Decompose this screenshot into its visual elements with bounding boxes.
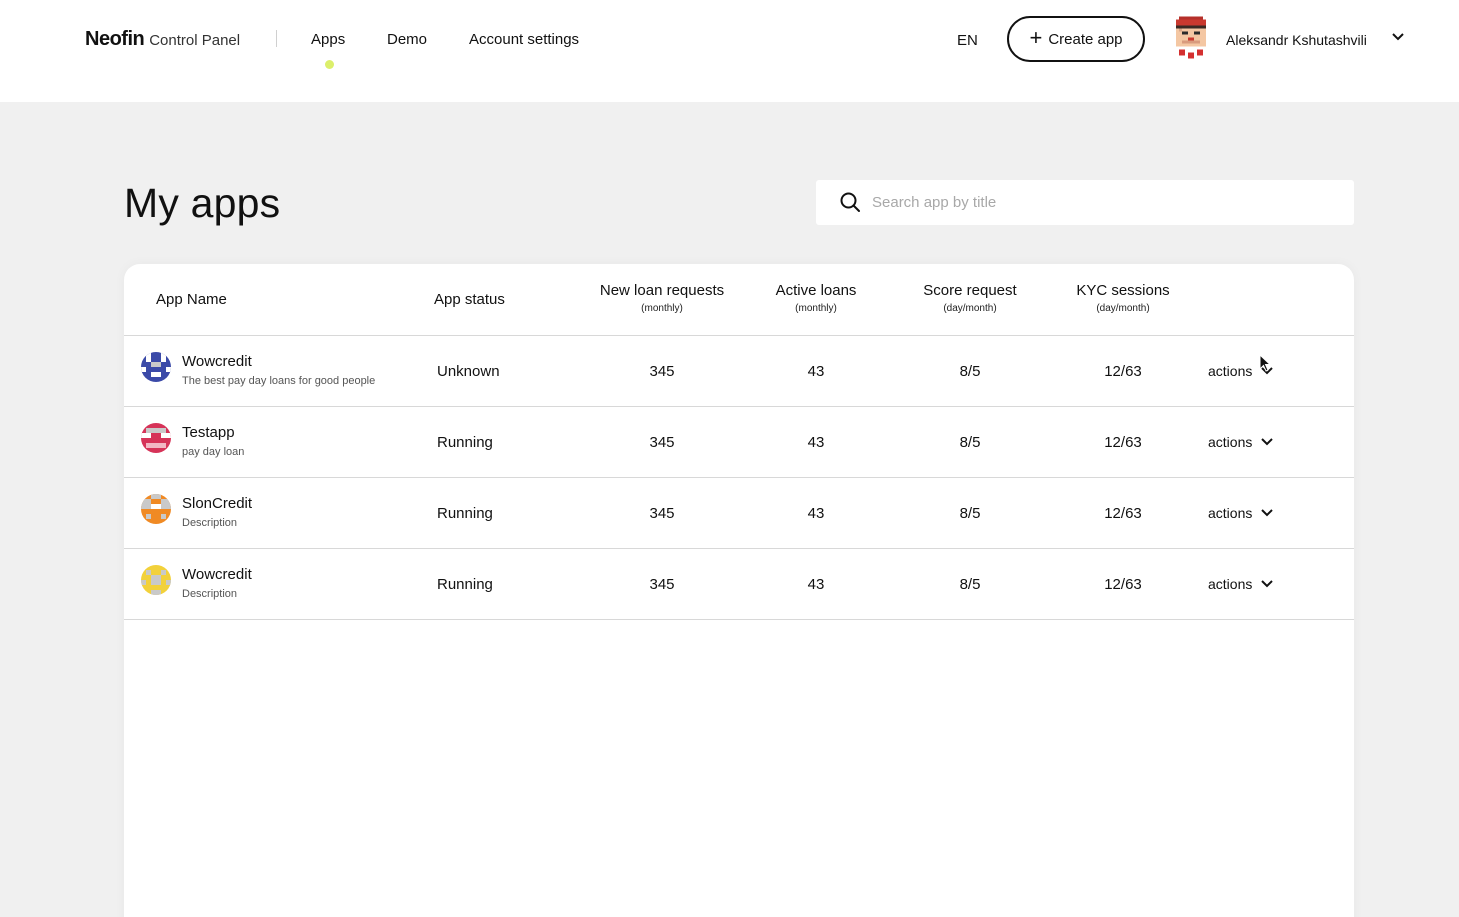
logo[interactable]: Neofin Control Panel xyxy=(85,28,240,51)
chevron-down-icon xyxy=(1261,438,1274,446)
nav-item-account-settings[interactable]: Account settings xyxy=(469,31,580,48)
new-loan-requests-value: 345 xyxy=(649,434,675,451)
score-request-value: 8/5 xyxy=(959,363,981,380)
logo-divider xyxy=(276,30,277,47)
active-loans-value: 43 xyxy=(807,576,825,593)
plus-icon: + xyxy=(1029,25,1043,50)
app-status: Running xyxy=(437,434,493,451)
kyc-sessions-value: 12/63 xyxy=(1104,434,1142,451)
search-icon xyxy=(840,192,860,212)
nav-item-demo[interactable]: Demo xyxy=(387,31,428,48)
kyc-sessions-value: 12/63 xyxy=(1104,576,1142,593)
table-row[interactable]: Wowcredit The best pay day loans for goo… xyxy=(124,336,1354,407)
app-identicon xyxy=(141,565,171,595)
create-app-label: Create app xyxy=(1048,30,1123,48)
chevron-down-icon xyxy=(1261,367,1274,375)
top-navigation-bar: Neofin Control Panel Apps Demo Account s… xyxy=(0,0,1459,102)
create-app-button[interactable]: + Create app xyxy=(1007,16,1145,62)
app-name[interactable]: Wowcredit xyxy=(182,353,252,370)
score-request-value: 8/5 xyxy=(959,576,981,593)
actions-label: actions xyxy=(1208,434,1253,450)
column-header-app-name: App Name xyxy=(156,291,227,308)
actions-dropdown[interactable]: actions xyxy=(1208,576,1274,592)
active-nav-indicator xyxy=(325,60,334,69)
app-description: Description xyxy=(182,517,238,529)
score-request-value: 8/5 xyxy=(959,505,981,522)
logo-brand: Neofin xyxy=(85,28,145,50)
app-status: Unknown xyxy=(437,363,500,380)
column-header-new-loan-requests: New loan requests (monthly) xyxy=(599,282,725,314)
app-status: Running xyxy=(437,505,493,522)
app-identicon xyxy=(141,423,171,453)
new-loan-requests-value: 345 xyxy=(649,576,675,593)
app-identicon xyxy=(141,352,171,382)
column-header-kyc-sessions: KYC sessions (day/month) xyxy=(1076,282,1170,314)
active-loans-value: 43 xyxy=(807,363,825,380)
page-title: My apps xyxy=(124,180,281,226)
active-loans-value: 43 xyxy=(807,505,825,522)
logo-subtitle: Control Panel xyxy=(149,32,241,49)
actions-label: actions xyxy=(1208,576,1253,592)
app-description: pay day loan xyxy=(182,446,245,458)
app-name[interactable]: Wowcredit xyxy=(182,566,252,583)
nav-item-apps[interactable]: Apps xyxy=(311,31,346,48)
app-name[interactable]: SlonCredit xyxy=(182,495,253,512)
user-name[interactable]: Aleksandr Kshutashvili xyxy=(1226,32,1367,48)
app-identicon xyxy=(141,494,171,524)
actions-label: actions xyxy=(1208,505,1253,521)
kyc-sessions-value: 12/63 xyxy=(1104,505,1142,522)
chevron-down-icon xyxy=(1261,580,1274,588)
app-status: Running xyxy=(437,576,493,593)
new-loan-requests-value: 345 xyxy=(649,505,675,522)
chevron-down-icon xyxy=(1261,509,1274,517)
column-header-score-request: Score request (day/month) xyxy=(923,282,1017,314)
kyc-sessions-value: 12/63 xyxy=(1104,363,1142,380)
column-header-app-status: App status xyxy=(434,291,505,308)
score-request-value: 8/5 xyxy=(959,434,981,451)
column-header-active-loans: Active loans (monthly) xyxy=(775,282,857,314)
language-switch[interactable]: EN xyxy=(957,32,978,49)
table-row[interactable]: SlonCredit Description Running 345 43 8/… xyxy=(124,478,1354,549)
new-loan-requests-value: 345 xyxy=(649,363,675,380)
table-row[interactable]: Testapp pay day loan Running 345 43 8/5 … xyxy=(124,407,1354,478)
user-avatar[interactable] xyxy=(1170,16,1212,62)
search-input[interactable] xyxy=(872,180,1332,225)
actions-dropdown[interactable]: actions xyxy=(1208,434,1274,450)
app-description: The best pay day loans for good people xyxy=(182,375,376,387)
search-box[interactable] xyxy=(816,180,1354,225)
app-description: Description xyxy=(182,588,238,600)
table-row[interactable]: Wowcredit Description Running 345 43 8/5… xyxy=(124,549,1354,620)
apps-table: App Name App status New loan requests (m… xyxy=(124,264,1354,917)
actions-label: actions xyxy=(1208,363,1253,379)
active-loans-value: 43 xyxy=(807,434,825,451)
actions-dropdown[interactable]: actions xyxy=(1208,363,1274,379)
actions-dropdown[interactable]: actions xyxy=(1208,505,1274,521)
table-header: App Name App status New loan requests (m… xyxy=(124,264,1354,336)
chevron-down-icon[interactable] xyxy=(1391,32,1405,42)
app-name[interactable]: Testapp xyxy=(182,424,235,441)
mouse-cursor xyxy=(1259,354,1271,372)
